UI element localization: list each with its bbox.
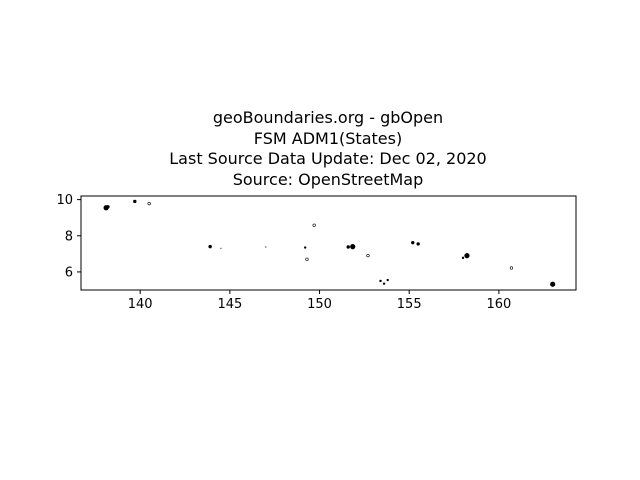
island-marker-7 [264,246,267,248]
y-tick-label-8: 8 [65,229,73,244]
x-tick-label-155: 155 [397,297,422,312]
title-line-2: FSM ADM1(States) [253,128,403,148]
island-marker-9 [305,257,309,261]
island-marker-12 [350,244,356,250]
island-markers [103,199,556,287]
island-marker-18 [416,242,420,246]
x-tick-label-150: 150 [307,297,332,312]
title-line-4: Source: OpenStreetMap [232,170,424,190]
island-marker-8 [303,246,307,249]
island-marker-17 [411,240,415,245]
island-marker-2 [106,205,110,209]
island-marker-11 [346,245,350,249]
island-marker-4 [147,201,151,206]
y-axis-ticks: 6 8 10 [56,193,81,280]
island-marker-21 [509,266,514,270]
title-line-3: Last Source Data Update: Dec 02, 2020 [169,149,487,169]
island-marker-19 [464,253,470,259]
island-marker-20 [461,256,465,260]
island-marker-6 [220,247,222,250]
y-tick-label-6: 6 [65,265,73,280]
island-marker-16 [386,278,389,282]
x-axis-ticks: 140 145 150 155 160 [128,290,511,312]
island-marker-10 [312,223,316,227]
x-tick-label-145: 145 [217,297,242,312]
axes-frame [80,195,577,291]
island-marker-13 [366,254,370,258]
island-marker-22 [550,281,556,287]
x-tick-label-140: 140 [128,297,153,312]
map-title: geoBoundaries.org - gbOpen FSM ADM1(Stat… [0,108,640,191]
y-tick-label-10: 10 [56,193,73,208]
island-marker-3 [133,199,137,204]
island-marker-5 [208,244,212,249]
title-line-1: geoBoundaries.org - gbOpen [212,108,444,127]
island-marker-14 [379,279,382,283]
island-marker-15 [382,282,386,285]
x-tick-label-160: 160 [486,297,511,312]
